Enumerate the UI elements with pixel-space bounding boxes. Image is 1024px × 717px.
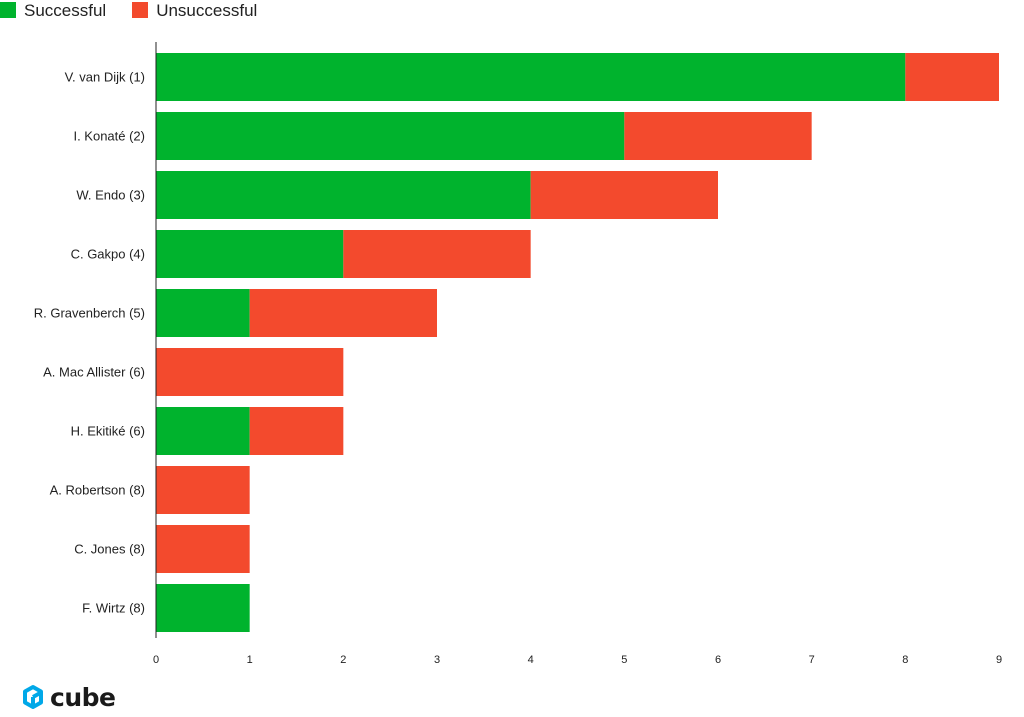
y-tick-label: C. Jones (8) — [74, 542, 145, 557]
x-tick-label: 6 — [715, 654, 721, 666]
bar-segment-unsuccessful — [156, 525, 250, 573]
y-tick-label: R. Gravenberch (5) — [34, 306, 145, 321]
bar-segment-unsuccessful — [249, 407, 344, 455]
y-tick-label: F. Wirtz (8) — [82, 601, 145, 616]
x-tick-label: 0 — [153, 654, 159, 666]
bar-segment-successful — [156, 230, 344, 278]
stacked-bar-chart: V. van Dijk (1) I. Konaté (2) W. Endo (3) C… — [34, 42, 1002, 666]
bar-segment-unsuccessful — [343, 230, 531, 278]
x-tick-label: 4 — [528, 654, 534, 666]
bar-segment-unsuccessful — [156, 466, 250, 514]
bar-segment-successful — [156, 289, 250, 337]
bar-segment-successful — [156, 112, 625, 160]
x-tick-label: 2 — [340, 654, 346, 666]
y-tick-label: W. Endo (3) — [76, 188, 145, 203]
chart-legend: Successful Unsuccessful — [0, 0, 283, 20]
bar-segment-unsuccessful — [624, 112, 812, 160]
bar-segment-unsuccessful — [249, 289, 437, 337]
legend-label-unsuccessful: Unsuccessful — [156, 0, 258, 20]
x-tick-label: 1 — [247, 654, 253, 666]
x-tick-label: 5 — [621, 654, 627, 666]
legend-label-successful: Successful — [24, 0, 107, 20]
bar-segment-successful — [156, 407, 250, 455]
bar-segment-successful — [156, 171, 531, 219]
x-tick-label: 8 — [902, 654, 908, 666]
legend-swatch-successful — [0, 2, 16, 18]
x-tick-label: 3 — [434, 654, 440, 666]
bar-segment-successful — [156, 584, 250, 632]
bar-segment-successful — [156, 53, 906, 101]
brand-name: cube — [50, 682, 116, 712]
y-tick-label: C. Gakpo (4) — [71, 247, 145, 262]
x-tick-label: 7 — [809, 654, 815, 666]
y-tick-label: I. Konaté (2) — [73, 129, 145, 144]
bar-segment-unsuccessful — [905, 53, 999, 101]
y-tick-label: H. Ekitiké (6) — [71, 424, 145, 439]
bar-segment-unsuccessful — [156, 348, 344, 396]
y-tick-label: V. van Dijk (1) — [65, 70, 145, 85]
legend-item-unsuccessful: Unsuccessful — [132, 2, 257, 19]
brand-logo: cube — [22, 682, 116, 712]
legend-item-successful: Successful — [0, 2, 106, 19]
y-tick-label: A. Robertson (8) — [50, 483, 145, 498]
cube-logo-icon — [23, 685, 43, 709]
y-tick-label: A. Mac Allister (6) — [43, 365, 145, 380]
legend-swatch-unsuccessful — [132, 2, 149, 18]
x-tick-label: 9 — [996, 654, 1002, 666]
bar-segment-unsuccessful — [530, 171, 718, 219]
